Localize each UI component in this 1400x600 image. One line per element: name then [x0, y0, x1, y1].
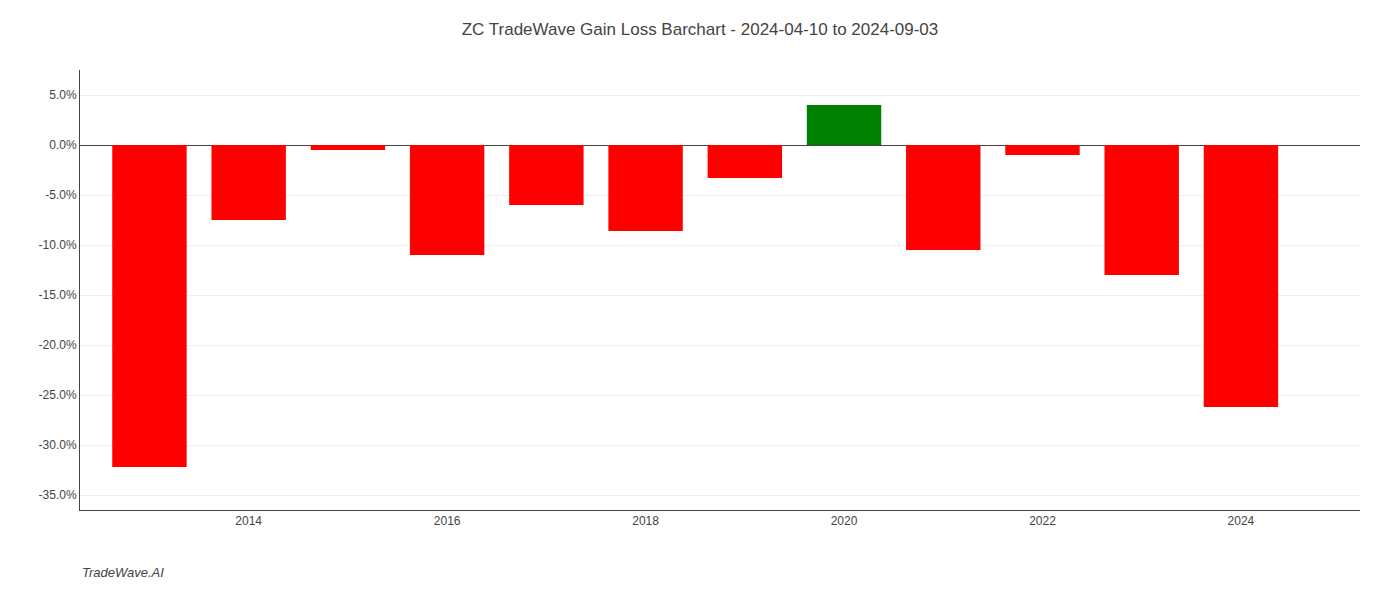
svg-text:2024: 2024 [1228, 514, 1255, 528]
svg-text:-15.0%: -15.0% [39, 288, 77, 302]
svg-text:2018: 2018 [632, 514, 659, 528]
svg-text:ZC TradeWave Gain Loss Barchar: ZC TradeWave Gain Loss Barchart - 2024-0… [462, 20, 939, 39]
svg-text:-30.0%: -30.0% [39, 438, 77, 452]
svg-text:2016: 2016 [434, 514, 461, 528]
svg-text:2020: 2020 [831, 514, 858, 528]
svg-text:2022: 2022 [1029, 514, 1056, 528]
svg-text:2014: 2014 [235, 514, 262, 528]
svg-text:-20.0%: -20.0% [39, 338, 77, 352]
svg-text:-25.0%: -25.0% [39, 388, 77, 402]
svg-text:0.0%: 0.0% [49, 138, 77, 152]
svg-text:-35.0%: -35.0% [39, 488, 77, 502]
svg-text:-10.0%: -10.0% [39, 238, 77, 252]
svg-text:TradeWave.AI: TradeWave.AI [82, 565, 164, 580]
svg-text:5.0%: 5.0% [49, 88, 77, 102]
svg-text:-5.0%: -5.0% [45, 188, 77, 202]
